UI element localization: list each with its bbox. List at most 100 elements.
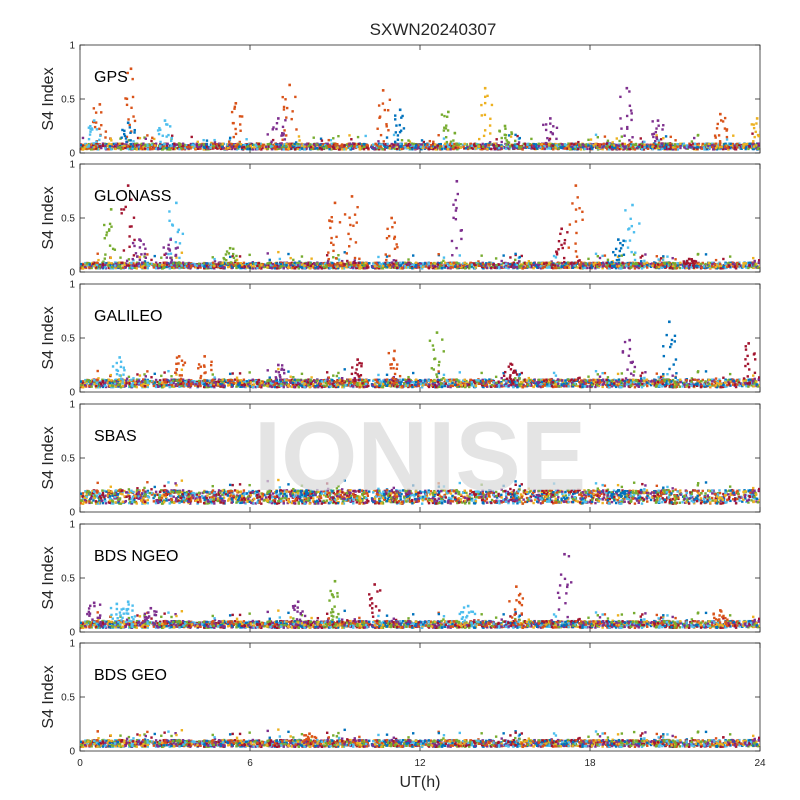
- data-point: [628, 90, 631, 93]
- data-point: [473, 142, 477, 145]
- data-point: [649, 262, 652, 266]
- data-point: [662, 263, 665, 266]
- data-point: [434, 267, 438, 270]
- data-point: [639, 265, 642, 268]
- data-point: [459, 143, 462, 146]
- data-point: [443, 126, 446, 129]
- data-point: [557, 262, 561, 265]
- data-point: [394, 266, 397, 269]
- data-point: [552, 267, 555, 270]
- data-point: [608, 142, 611, 146]
- data-point: [576, 147, 580, 151]
- data-point: [604, 265, 608, 268]
- data-point: [230, 145, 233, 149]
- data-point: [89, 130, 92, 133]
- data-point: [336, 143, 339, 146]
- data-point: [515, 144, 518, 148]
- data-point: [332, 262, 336, 266]
- data-point: [508, 146, 512, 149]
- data-point: [404, 142, 408, 146]
- data-point: [240, 115, 244, 118]
- data-point: [667, 261, 670, 264]
- data-point: [688, 142, 691, 145]
- data-point: [125, 143, 128, 146]
- data-point: [676, 148, 680, 151]
- data-point: [456, 266, 459, 270]
- data-point: [593, 145, 596, 148]
- data-point: [244, 146, 248, 149]
- data-point: [637, 145, 640, 149]
- data-point: [170, 139, 173, 143]
- data-point: [539, 267, 543, 270]
- data-point: [248, 144, 251, 148]
- data-point: [298, 148, 302, 151]
- data-point: [135, 263, 139, 266]
- data-point: [217, 144, 221, 147]
- data-point: [248, 263, 251, 267]
- data-point: [313, 143, 316, 146]
- data-point: [421, 265, 425, 269]
- data-point: [535, 147, 539, 150]
- data-point: [631, 136, 634, 139]
- data-point: [560, 146, 563, 150]
- data-point: [587, 144, 590, 147]
- data-point: [504, 147, 508, 150]
- data-point: [651, 120, 654, 123]
- data-point: [103, 261, 106, 265]
- data-point: [332, 137, 335, 140]
- data-point: [542, 123, 545, 127]
- data-point: [146, 263, 149, 267]
- data-point: [457, 144, 460, 147]
- data-point: [502, 254, 505, 257]
- data-point: [81, 262, 85, 266]
- data-point: [307, 144, 310, 148]
- data-point: [445, 124, 448, 127]
- data-point: [429, 261, 433, 265]
- data-point: [661, 258, 665, 261]
- data-point: [381, 102, 385, 105]
- data-point: [233, 261, 237, 264]
- data-point: [662, 144, 665, 147]
- data-point: [690, 140, 694, 143]
- data-point: [80, 262, 83, 266]
- data-point: [348, 146, 352, 150]
- data-point: [168, 148, 171, 151]
- data-point: [123, 129, 126, 132]
- data-point: [171, 143, 175, 146]
- data-point: [510, 132, 514, 135]
- data-point: [725, 138, 729, 141]
- data-point: [633, 267, 637, 270]
- data-point: [114, 147, 117, 151]
- data-point: [444, 136, 448, 139]
- data-point: [146, 144, 149, 148]
- data-point: [719, 141, 722, 145]
- data-point: [542, 145, 545, 148]
- data-point: [385, 123, 388, 126]
- data-point: [607, 267, 611, 270]
- data-point: [213, 141, 217, 144]
- data-point: [514, 139, 517, 143]
- data-point: [500, 145, 503, 148]
- data-point: [278, 257, 282, 261]
- data-point: [511, 263, 514, 266]
- data-point: [95, 142, 98, 146]
- data-point: [392, 145, 395, 148]
- data-point: [254, 143, 257, 147]
- data-point: [271, 264, 274, 267]
- data-point: [99, 134, 102, 138]
- data-point: [535, 145, 539, 148]
- data-point: [493, 264, 497, 267]
- data-point: [676, 145, 679, 149]
- data-point: [732, 134, 735, 137]
- data-point: [616, 255, 620, 258]
- data-point: [678, 266, 681, 270]
- data-point: [318, 147, 322, 150]
- data-point: [150, 143, 153, 147]
- data-point: [382, 140, 385, 143]
- data-point: [557, 143, 561, 146]
- data-point: [405, 144, 408, 147]
- data-point-peak: [129, 67, 133, 71]
- data-point: [549, 147, 553, 150]
- data-point: [157, 147, 160, 151]
- data-point: [655, 255, 659, 258]
